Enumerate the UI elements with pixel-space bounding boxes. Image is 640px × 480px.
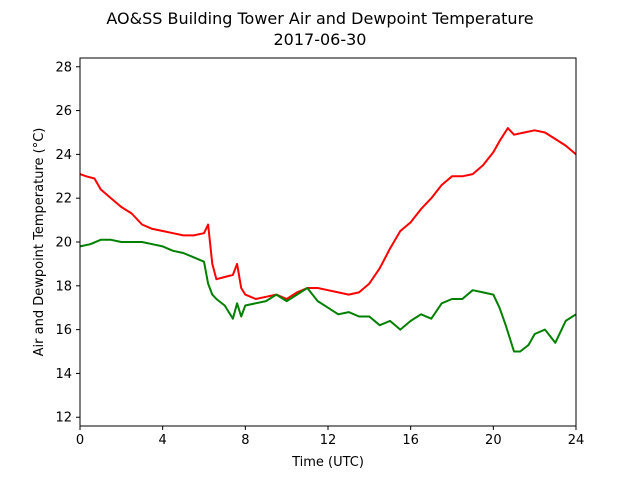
- y-tick-label: 12: [55, 411, 72, 426]
- x-axis: 0 4 8 12 16 20 24: [76, 426, 584, 448]
- x-tick-label: 12: [320, 433, 337, 448]
- y-tick-label: 28: [55, 60, 72, 75]
- y-axis: 12 14 16 18 20 22 24 26 28: [55, 60, 80, 426]
- y-tick-label: 18: [55, 279, 72, 294]
- x-tick-label: 16: [402, 433, 419, 448]
- plot-frame: [79, 57, 577, 427]
- chart-subtitle: 2017-06-30: [274, 30, 367, 49]
- x-tick-label: 24: [568, 433, 585, 448]
- series-line-2: [79, 238, 577, 353]
- y-tick-label: 20: [55, 236, 72, 251]
- x-tick-label: 20: [485, 433, 502, 448]
- chart-title: AO&SS Building Tower Air and Dewpoint Te…: [106, 9, 533, 28]
- x-tick-label: 8: [241, 433, 249, 448]
- y-tick-label: 14: [55, 367, 72, 382]
- x-axis-label: Time (UTC): [291, 455, 364, 470]
- y-tick-label: 24: [55, 148, 72, 163]
- y-tick-label: 26: [55, 104, 72, 119]
- series-layer: [79, 127, 577, 353]
- x-tick-label: 4: [159, 433, 167, 448]
- y-tick-label: 16: [55, 323, 72, 338]
- y-tick-label: 22: [55, 192, 72, 207]
- series-line-1: [79, 127, 577, 300]
- x-tick-label: 0: [76, 433, 84, 448]
- y-axis-label: Air and Dewpoint Temperature (°C): [32, 128, 47, 357]
